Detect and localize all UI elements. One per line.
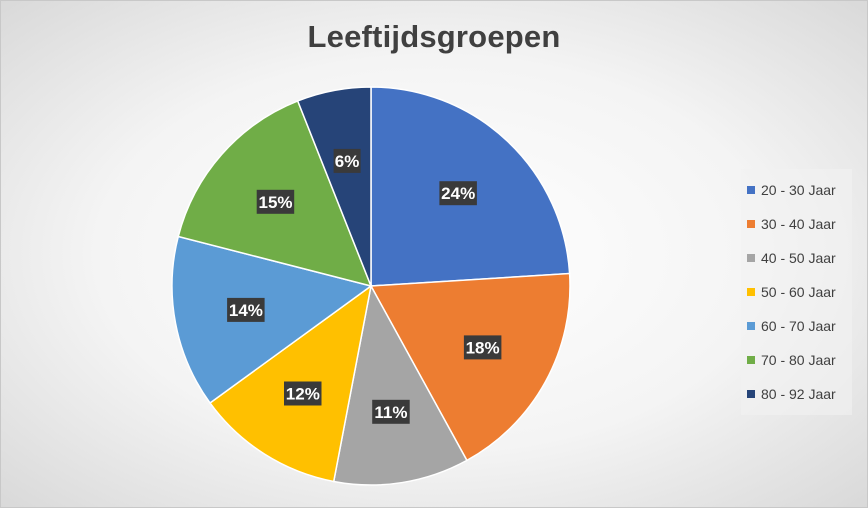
legend-item: 40 - 50 Jaar [741,241,852,275]
legend-item: 70 - 80 Jaar [741,343,852,377]
data-label: 12% [286,385,320,404]
data-label-box [439,181,477,206]
pie-data-labels: 24% 18% 11% 12% 14% 15% 6% [227,148,502,424]
legend-swatch [747,322,755,330]
legend-label: 40 - 50 Jaar [761,250,836,266]
data-label: 14% [229,301,263,320]
legend-item: 30 - 40 Jaar [741,207,852,241]
legend-label: 30 - 40 Jaar [761,216,836,232]
chart-legend: 20 - 30 Jaar 30 - 40 Jaar 40 - 50 Jaar 50 -… [741,169,852,415]
data-label: 11% [374,403,407,422]
pie-slices [171,86,571,486]
data-label-box [463,335,502,360]
data-label: 6% [335,152,360,171]
legend-swatch [747,186,755,194]
legend-swatch [747,288,755,296]
chart-title: Leeftijdsgroepen [307,19,561,54]
legend-item: 20 - 30 Jaar [741,173,852,207]
legend-item: 80 - 92 Jaar [741,377,852,411]
pie-slice [369,272,571,462]
legend-swatch [747,220,755,228]
data-label-box [333,148,361,173]
legend-swatch [747,390,755,398]
data-label-box [227,297,265,322]
legend-item: 50 - 60 Jaar [741,275,852,309]
legend-label: 80 - 92 Jaar [761,386,836,402]
legend-label: 70 - 80 Jaar [761,352,836,368]
legend-item: 60 - 70 Jaar [741,309,852,343]
legend-label: 60 - 70 Jaar [761,318,836,334]
legend-swatch [747,356,755,364]
legend-label: 20 - 30 Jaar [761,182,836,198]
data-label: 24% [441,184,475,203]
pie-slice [171,235,373,405]
data-label: 18% [466,338,500,357]
data-label: 15% [258,193,292,212]
legend-swatch [747,254,755,262]
data-label-box [284,381,322,406]
data-label-box [372,399,410,424]
pie-slice [296,86,372,287]
pie-slice [332,283,468,486]
data-label-box [256,189,295,214]
legend-label: 50 - 60 Jaar [761,284,836,300]
